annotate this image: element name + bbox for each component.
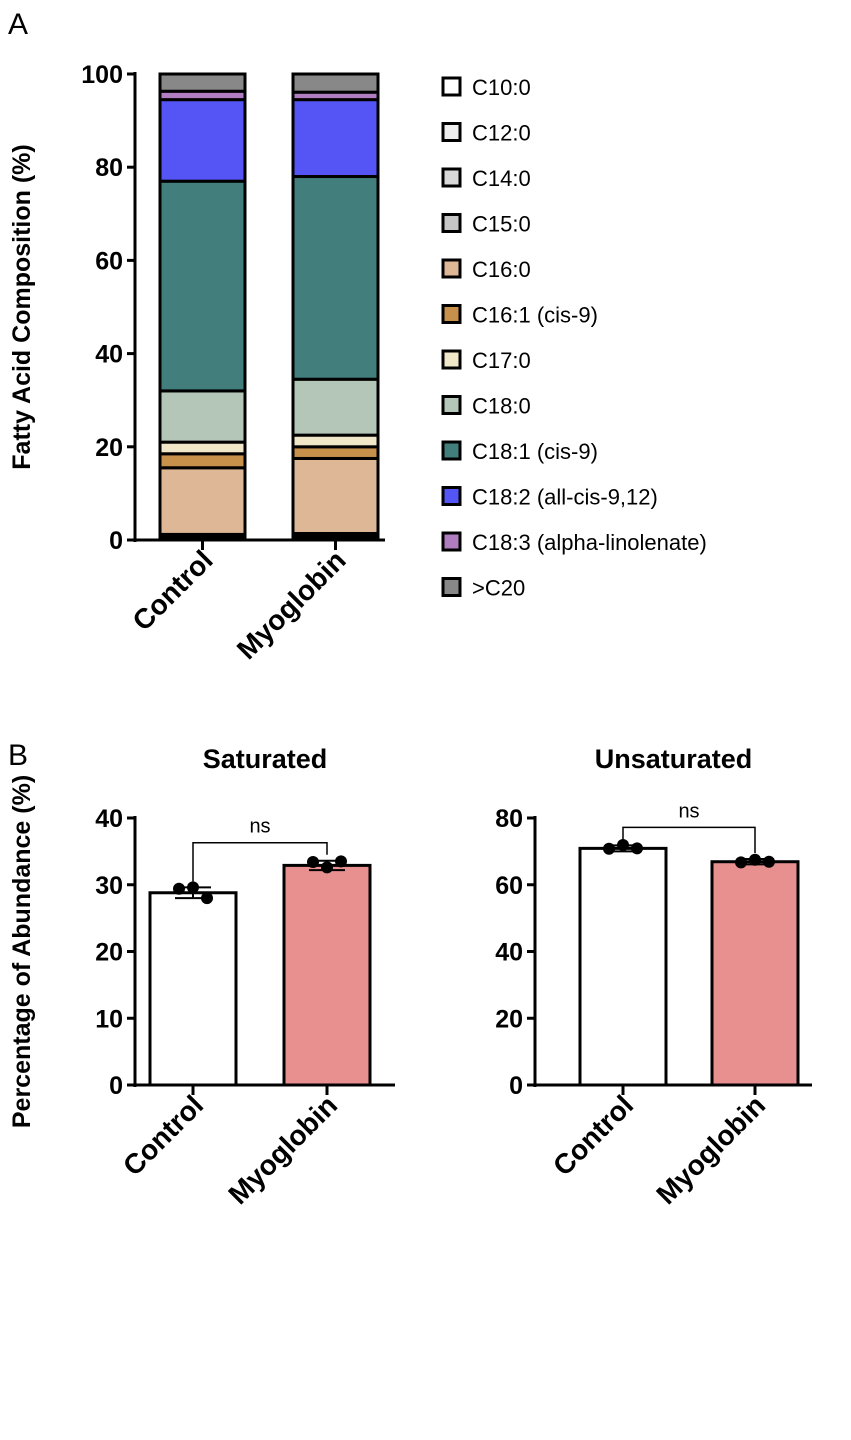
- unsaturated-title: Unsaturated: [595, 744, 753, 774]
- y-tick-label: 80: [95, 154, 123, 182]
- legend-swatch: [441, 304, 462, 324]
- saturated-bar: [282, 863, 372, 1087]
- legend-swatch: [441, 167, 462, 188]
- saturated-significance-bracket: [192, 841, 328, 882]
- legend-swatch: [441, 486, 462, 506]
- legend-swatch: [441, 395, 462, 415]
- stacked-segment: [291, 98, 380, 179]
- y-axis-label: Fatty Acid Composition (%): [8, 144, 36, 469]
- legend-swatch: [441, 349, 462, 370]
- unsaturated-y-tick-label: 40: [495, 939, 523, 967]
- unsaturated-significance-label: ns: [678, 800, 699, 822]
- legend-label: C10:0: [472, 75, 531, 100]
- panel-label-a: A: [8, 8, 28, 41]
- legend-label: C18:1 (cis-9): [472, 439, 598, 464]
- legend-swatch: [441, 213, 462, 233]
- unsaturated-y-tick-label: 0: [509, 1072, 523, 1100]
- saturated-data-point: [201, 892, 213, 905]
- legend-label: C18:3 (alpha-linolenate): [472, 530, 707, 555]
- unsaturated-data-point: [631, 842, 643, 855]
- x-tick-label: Myoglobin: [231, 544, 352, 665]
- stacked-segment: [291, 377, 380, 437]
- unsaturated-significance-bracket: [622, 826, 756, 854]
- saturated-data-point: [187, 881, 199, 894]
- unsaturated-data-point: [763, 855, 775, 868]
- y-axis-label-b: Percentage of Abundance (%): [8, 775, 36, 1128]
- unsaturated-x-tick-label: Myoglobin: [650, 1089, 771, 1210]
- stacked-segment: [158, 179, 247, 393]
- saturated-title: Saturated: [203, 744, 328, 774]
- stacked-segment: [158, 389, 247, 444]
- unsaturated-data-point: [603, 842, 615, 855]
- unsaturated-y-tick-label: 80: [495, 805, 523, 833]
- legend-swatch: [441, 258, 462, 279]
- saturated-data-point: [321, 861, 333, 874]
- legend-label: C18:2 (all-cis-9,12): [472, 485, 658, 510]
- unsaturated-data-point: [735, 856, 747, 869]
- legend-label: C15:0: [472, 212, 531, 237]
- legend-swatch: [441, 122, 462, 142]
- stacked-segment: [291, 445, 380, 460]
- stacked-segment: [158, 452, 247, 470]
- unsaturated-bar: [710, 860, 800, 1087]
- unsaturated-y-tick-label: 60: [495, 872, 523, 900]
- saturated-data-point: [335, 855, 347, 868]
- x-tick-label: Control: [126, 544, 218, 636]
- legend-swatch: [441, 440, 462, 461]
- stacked-segment: [291, 433, 380, 449]
- panel-label-b: B: [8, 739, 28, 772]
- legend-label: >C20: [472, 576, 525, 601]
- legend-swatch: [441, 531, 462, 552]
- y-tick-label: 0: [109, 527, 123, 555]
- saturated-y-tick-label: 10: [95, 1005, 123, 1033]
- y-tick-label: 60: [95, 247, 123, 275]
- legend-label: C18:0: [472, 394, 531, 419]
- y-tick-label: 100: [81, 61, 123, 89]
- y-tick-label: 20: [95, 434, 123, 462]
- saturated-significance-label: ns: [249, 816, 270, 838]
- saturated-data-point: [307, 856, 319, 869]
- legend-label: C16:1 (cis-9): [472, 303, 598, 328]
- stacked-segment: [291, 72, 380, 94]
- stacked-segment: [158, 466, 247, 536]
- y-tick-label: 40: [95, 341, 123, 369]
- legend-label: C17:0: [472, 348, 531, 373]
- saturated-y-tick-label: 30: [95, 872, 123, 900]
- saturated-bar: [148, 891, 238, 1087]
- saturated-y-tick-label: 40: [95, 805, 123, 833]
- legend-swatch: [441, 76, 462, 97]
- unsaturated-data-point: [617, 839, 629, 852]
- saturated-y-tick-label: 0: [109, 1072, 123, 1100]
- saturated-x-tick-label: Control: [117, 1089, 209, 1181]
- unsaturated-x-tick-label: Control: [547, 1089, 639, 1181]
- stacked-segment: [158, 72, 247, 93]
- legend-swatch: [441, 577, 462, 597]
- unsaturated-y-tick-label: 20: [495, 1005, 523, 1033]
- stacked-segment: [291, 456, 380, 535]
- saturated-y-tick-label: 20: [95, 939, 123, 967]
- saturated-x-tick-label: Myoglobin: [222, 1089, 343, 1210]
- saturated-data-point: [173, 882, 185, 895]
- legend-label: C16:0: [472, 257, 531, 282]
- legend-label: C12:0: [472, 121, 531, 146]
- stacked-segment: [291, 175, 380, 381]
- stacked-segment: [158, 98, 247, 183]
- unsaturated-bar: [578, 846, 668, 1087]
- stacked-segment: [158, 440, 247, 456]
- legend-label: C14:0: [472, 166, 531, 191]
- unsaturated-data-point: [749, 853, 761, 866]
